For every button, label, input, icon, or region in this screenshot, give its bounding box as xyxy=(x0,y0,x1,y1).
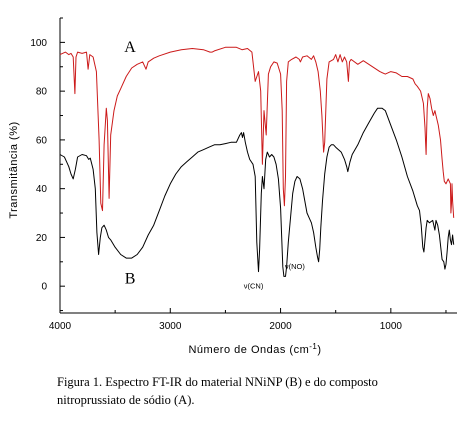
y-tick-label-0: 0 xyxy=(41,282,47,293)
tick-group: 4000 3000 2000 1000 0 20 40 60 80 100 xyxy=(30,17,447,332)
y-tick-label-4: 80 xyxy=(36,87,48,98)
x-axis-label: Número de Ondas (cm-1) xyxy=(188,342,321,356)
caption-line-2: nitroprussiato de sódio (A). xyxy=(57,393,195,407)
y-axis-label: Transmitância (%) xyxy=(8,121,20,218)
series-label-a: A xyxy=(124,39,136,56)
y-tick-label-2: 40 xyxy=(36,184,48,195)
y-tick-label-1: 20 xyxy=(36,233,48,244)
chart-svg: 4000 3000 2000 1000 0 20 40 60 80 100 A B ν(CN) ν(NO… xyxy=(8,17,457,356)
x-tick-label-1: 3000 xyxy=(159,321,182,332)
caption-line-1: Figura 1. Espectro FT-IR do material NNi… xyxy=(57,375,378,389)
y-tick-label-3: 60 xyxy=(36,135,48,146)
x-axis-label-superscript: -1 xyxy=(309,342,317,351)
x-axis-label-end: ) xyxy=(317,344,321,356)
annotation-1: ν(NO) xyxy=(285,262,305,271)
x-axis-label-main: Número de Ondas (cm xyxy=(188,344,309,356)
series-line-a xyxy=(59,46,455,218)
series-group xyxy=(59,46,455,277)
series-label-b: B xyxy=(125,271,136,288)
x-tick-label-0: 4000 xyxy=(49,321,72,332)
label-group: A B ν(CN) ν(NO) xyxy=(124,39,305,290)
series-line-b xyxy=(59,107,455,277)
y-tick-label-5: 100 xyxy=(30,38,47,49)
annotation-0: ν(CN) xyxy=(244,282,264,291)
x-tick-label-2: 2000 xyxy=(269,321,292,332)
figure-caption: Figura 1. Espectro FT-IR do material NNi… xyxy=(57,373,467,409)
x-tick-label-3: 1000 xyxy=(380,321,403,332)
